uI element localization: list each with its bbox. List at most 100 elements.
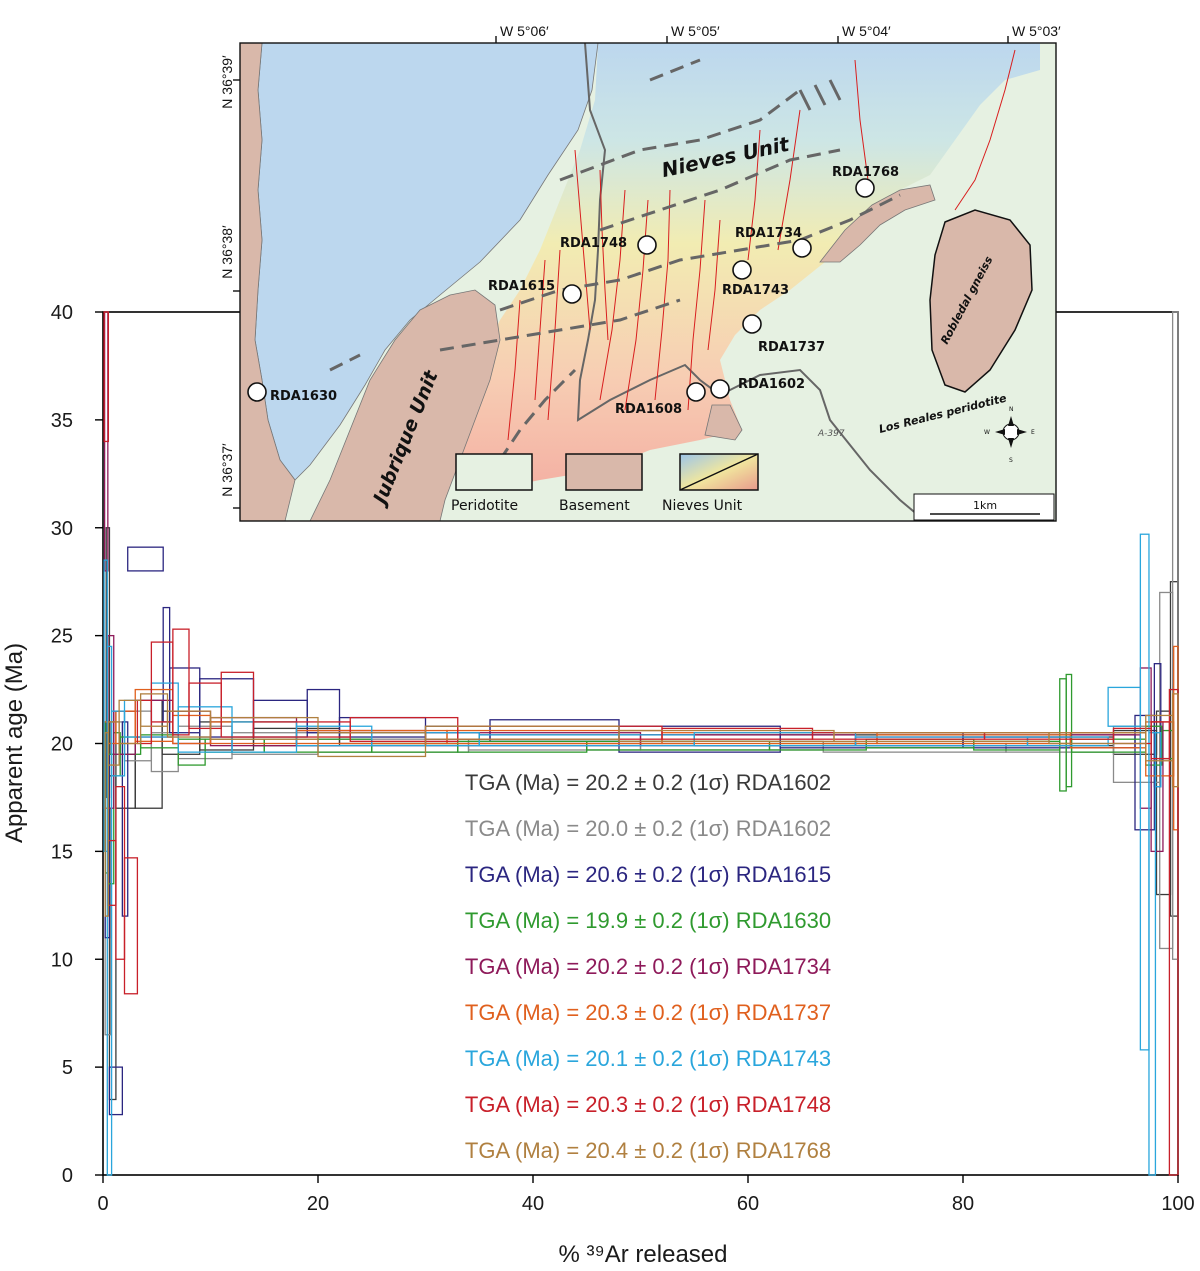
x-tick-label: 60 bbox=[737, 1193, 759, 1215]
y-tick-label: 5 bbox=[62, 1057, 73, 1079]
tga-labels: TGA (Ma) = 20.2 ± 0.2 (1σ) RDA1602 TGA (M… bbox=[465, 770, 831, 1163]
age-step bbox=[209, 716, 319, 740]
y-tick-label: 10 bbox=[51, 949, 73, 971]
y-axis-title: Apparent age (Ma) bbox=[1, 643, 28, 843]
series-rda1743 bbox=[103, 533, 1162, 1176]
age-step bbox=[150, 682, 179, 738]
age-step bbox=[1171, 693, 1179, 788]
tga-label: TGA (Ma) = 20.6 ± 0.2 (1σ) RDA1615 bbox=[465, 862, 831, 887]
y-tick-label: 0 bbox=[62, 1165, 73, 1187]
svg-text:RDA1608: RDA1608 bbox=[615, 402, 682, 417]
svg-text:E: E bbox=[1031, 429, 1035, 436]
map-frame bbox=[239, 42, 1057, 522]
series-rda1768 bbox=[104, 693, 1179, 917]
y-tick-label: 30 bbox=[51, 518, 73, 540]
age-step bbox=[220, 671, 255, 738]
legend-label-peridotite: Peridotite bbox=[451, 498, 518, 514]
age-step bbox=[1168, 688, 1179, 1176]
map-lon-label: W 5°05′ bbox=[671, 23, 720, 39]
age-step bbox=[371, 742, 459, 753]
age-step bbox=[123, 857, 139, 995]
age-step bbox=[115, 786, 126, 960]
age-step bbox=[108, 1066, 123, 1116]
map-sample: RDA1734 bbox=[735, 226, 812, 258]
y-tick-label: 15 bbox=[51, 841, 73, 863]
legend-swatch-basement bbox=[565, 453, 643, 491]
age-step bbox=[811, 732, 986, 740]
age-step bbox=[317, 732, 427, 758]
y-tick-label: 40 bbox=[51, 302, 73, 324]
svg-text:W: W bbox=[984, 429, 990, 436]
map-lon-label: W 5°03′ bbox=[1012, 23, 1061, 39]
y-tick-label: 35 bbox=[51, 410, 73, 432]
map-lat-label: N 36°39′ bbox=[219, 55, 235, 109]
age-step bbox=[338, 716, 427, 738]
age-step bbox=[349, 716, 459, 742]
map-sample: RDA1748 bbox=[560, 235, 657, 255]
map-sample: RDA1615 bbox=[488, 279, 582, 304]
tga-label: TGA (Ma) = 20.3 ± 0.2 (1σ) RDA1737 bbox=[465, 1000, 831, 1025]
y-tick-label: 20 bbox=[51, 734, 73, 756]
age-step bbox=[252, 699, 308, 738]
x-tick-label: 0 bbox=[97, 1193, 108, 1215]
svg-text:RDA1737: RDA1737 bbox=[758, 340, 825, 355]
compass-rose-icon: N S E W bbox=[984, 406, 1035, 464]
x-tick-label: 100 bbox=[1161, 1193, 1194, 1215]
map-sample: RDA1602 bbox=[710, 377, 805, 399]
age-step bbox=[768, 742, 867, 751]
age-step bbox=[168, 667, 201, 734]
tga-label: TGA (Ma) = 20.2 ± 0.2 (1σ) RDA1734 bbox=[465, 954, 831, 979]
tga-label: TGA (Ma) = 20.4 ± 0.2 (1σ) RDA1768 bbox=[465, 1138, 831, 1163]
tick-layer: 0 20 40 60 80 100 0 5 10 15 20 25 30 35 40 bbox=[51, 302, 1195, 1215]
tga-label: TGA (Ma) = 20.2 ± 0.2 (1σ) RDA1602 bbox=[465, 770, 831, 795]
map-lon-label: W 5°04′ bbox=[842, 23, 891, 39]
x-tick-label: 20 bbox=[307, 1193, 329, 1215]
age-step bbox=[150, 732, 179, 773]
age-step bbox=[106, 645, 113, 1176]
age-step bbox=[1171, 311, 1179, 960]
plot-area: 0 20 40 60 80 100 0 5 10 15 20 25 30 35 40 bbox=[51, 302, 1195, 1215]
tga-label: TGA (Ma) = 20.1 ± 0.2 (1σ) RDA1743 bbox=[465, 1046, 831, 1071]
svg-text:RDA1743: RDA1743 bbox=[722, 283, 789, 298]
map-faults bbox=[507, 49, 1016, 441]
svg-text:1km: 1km bbox=[973, 499, 997, 512]
map-legend: Peridotite Basement Nieves Unit bbox=[451, 453, 759, 514]
age-step bbox=[252, 721, 351, 738]
map-lat-label: N 36°37′ bbox=[219, 443, 235, 497]
legend-label-nieves: Nieves Unit bbox=[662, 498, 743, 514]
age-step bbox=[1148, 732, 1157, 1176]
x-tick-label: 80 bbox=[952, 1193, 974, 1215]
svg-text:RDA1602: RDA1602 bbox=[738, 377, 805, 392]
svg-text:RDA1630: RDA1630 bbox=[270, 389, 337, 404]
svg-text:RDA1734: RDA1734 bbox=[735, 226, 802, 241]
age-step bbox=[139, 693, 169, 727]
legend-swatch-peridotite bbox=[455, 453, 533, 491]
age-step bbox=[104, 732, 110, 917]
map-tick-marks bbox=[798, 79, 842, 111]
map-sample: RDA1768 bbox=[832, 165, 899, 198]
map-road-label: A-397 bbox=[817, 429, 845, 439]
y-tick-label: 25 bbox=[51, 626, 73, 648]
svg-text:S: S bbox=[1009, 457, 1013, 464]
map-lat-label: N 36°38′ bbox=[219, 225, 235, 279]
legend-label-basement: Basement bbox=[559, 498, 630, 514]
map-scale-bar: 1km bbox=[913, 493, 1055, 521]
map-sample: RDA1743 bbox=[722, 260, 789, 298]
x-axis-title: % ³⁹Ar released bbox=[558, 1241, 727, 1268]
age-step bbox=[1139, 533, 1150, 1051]
age-step bbox=[1154, 732, 1162, 788]
age-step bbox=[103, 311, 110, 443]
svg-text:RDA1615: RDA1615 bbox=[488, 279, 555, 294]
tga-label: TGA (Ma) = 20.3 ± 0.2 (1σ) RDA1748 bbox=[465, 1092, 831, 1117]
map-road bbox=[576, 43, 926, 521]
inset-map: W 5°06′ W 5°05′ W 5°04′ W 5°03′ N 36°39′… bbox=[219, 23, 1061, 522]
age-step bbox=[162, 606, 171, 723]
map-sample: RDA1608 bbox=[615, 382, 706, 417]
svg-text:RDA1768: RDA1768 bbox=[832, 165, 899, 180]
tga-label: TGA (Ma) = 20.0 ± 0.2 (1σ) RDA1602 bbox=[465, 816, 831, 841]
map-basement-small bbox=[704, 404, 743, 441]
svg-text:RDA1748: RDA1748 bbox=[560, 236, 627, 251]
age-step bbox=[172, 628, 190, 736]
map-sample: RDA1737 bbox=[742, 314, 825, 355]
